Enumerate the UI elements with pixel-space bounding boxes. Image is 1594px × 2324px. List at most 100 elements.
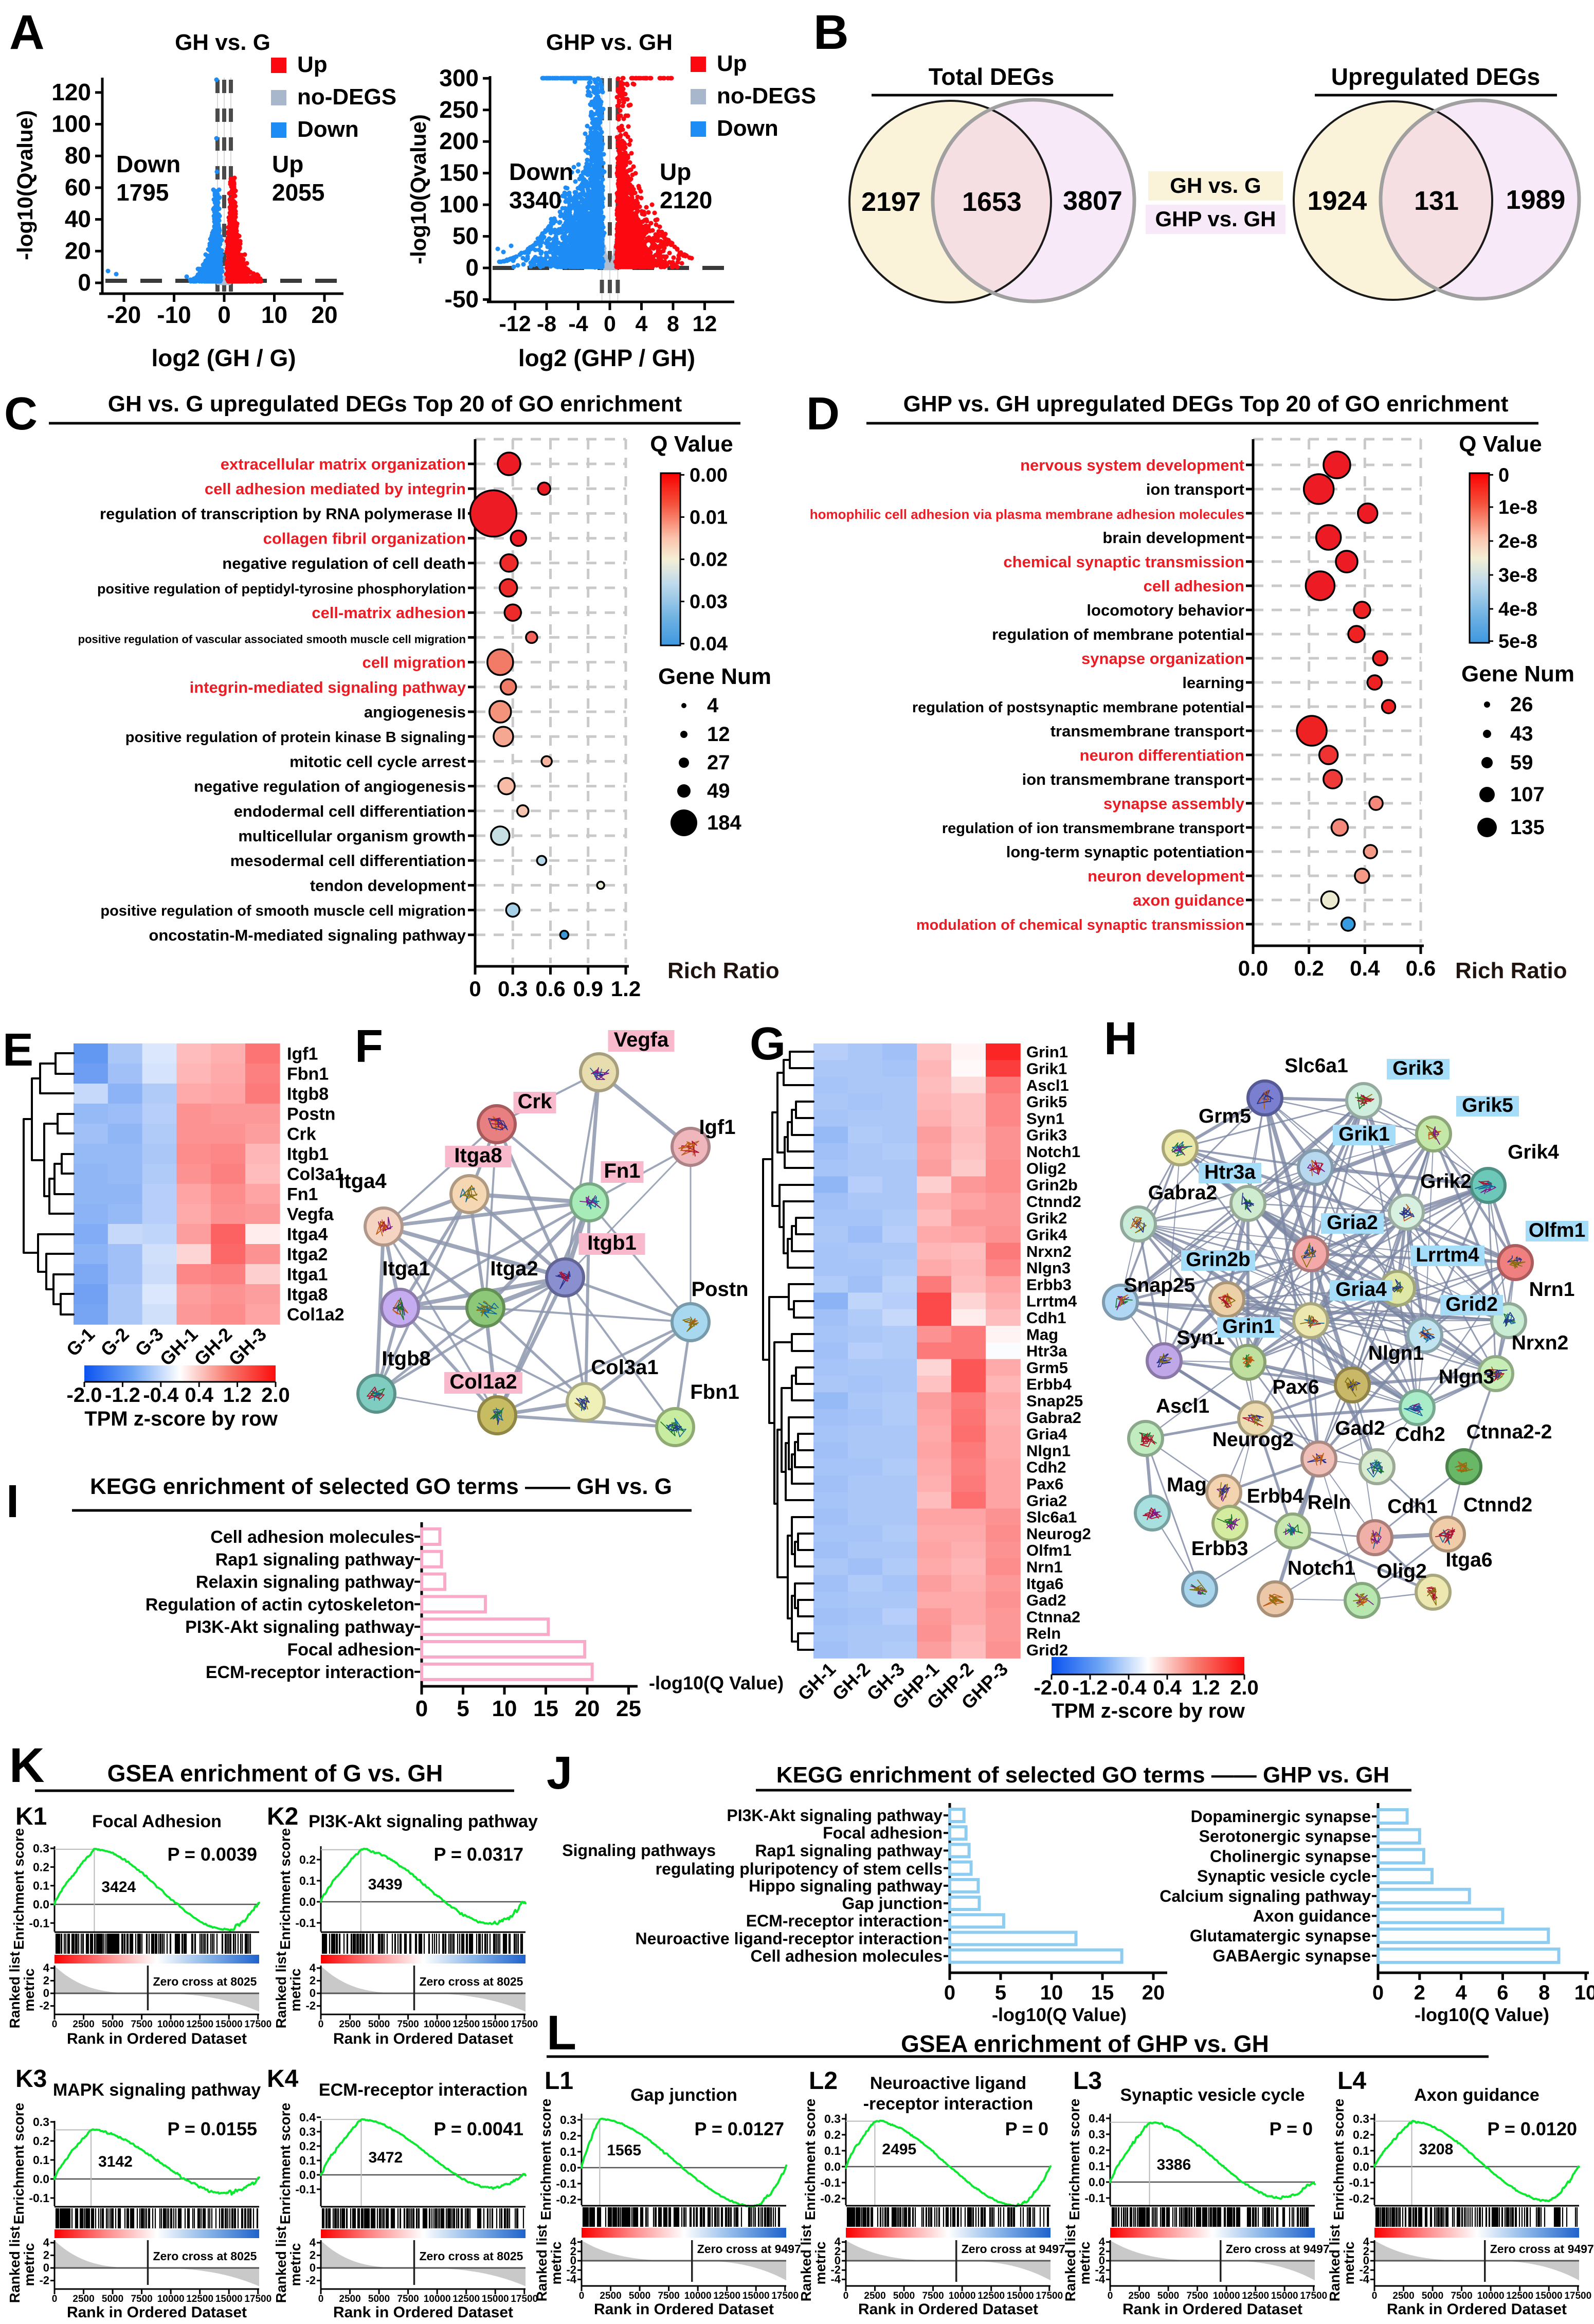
svg-text:Grik5: Grik5 xyxy=(1462,1094,1513,1116)
svg-text:Gad2: Gad2 xyxy=(1335,1417,1385,1439)
svg-text:Slc6a1: Slc6a1 xyxy=(1284,1055,1348,1077)
svg-text:Focal Adhesion: Focal Adhesion xyxy=(92,1812,222,1831)
svg-text:Ranked list: Ranked list xyxy=(7,1952,23,2028)
svg-text:Lrrtm4: Lrrtm4 xyxy=(1026,1292,1077,1310)
svg-text:Grik3: Grik3 xyxy=(1392,1057,1444,1079)
svg-text:Ctnnd2: Ctnnd2 xyxy=(1026,1193,1081,1211)
svg-text:Vegfa: Vegfa xyxy=(614,1029,669,1051)
svg-text:mitotic cell cycle arrest: mitotic cell cycle arrest xyxy=(289,752,466,770)
svg-text:Erbb4: Erbb4 xyxy=(1026,1375,1072,1393)
svg-text:0: 0 xyxy=(43,2261,49,2274)
svg-text:300: 300 xyxy=(439,64,479,91)
svg-text:60: 60 xyxy=(65,174,91,201)
svg-text:0: 0 xyxy=(465,254,479,281)
svg-text:8: 8 xyxy=(667,312,679,336)
svg-text:2: 2 xyxy=(570,2245,576,2258)
svg-text:P = 0: P = 0 xyxy=(1005,2118,1048,2139)
svg-text:log2 (GHP / GH): log2 (GHP / GH) xyxy=(518,345,695,371)
svg-text:0.3: 0.3 xyxy=(560,2113,576,2127)
svg-text:0.6: 0.6 xyxy=(535,977,565,1001)
svg-text:Enrichment score: Enrichment score xyxy=(277,1828,293,1950)
svg-text:positive regulation of protein: positive regulation of protein kinase B … xyxy=(125,729,466,746)
svg-text:0: 0 xyxy=(310,1987,316,1999)
svg-text:metric: metric xyxy=(287,1968,303,2011)
svg-text:GH vs. G: GH vs. G xyxy=(1170,173,1261,197)
svg-text:ECM-receptor interaction: ECM-receptor interaction xyxy=(319,2080,528,2100)
svg-text:GH vs. G upregulated DEGs Top: GH vs. G upregulated DEGs Top 20 of GO e… xyxy=(108,391,682,417)
svg-text:0: 0 xyxy=(43,1987,49,1999)
svg-text:regulation of postsynaptic mem: regulation of postsynaptic membrane pote… xyxy=(912,699,1244,716)
svg-text:Erbb3: Erbb3 xyxy=(1191,1538,1248,1560)
svg-text:-4: -4 xyxy=(568,312,588,336)
svg-text:0.4: 0.4 xyxy=(1089,2112,1105,2125)
svg-text:Gabra2: Gabra2 xyxy=(1026,1409,1081,1427)
svg-text:multicellular organism growth: multicellular organism growth xyxy=(238,827,466,845)
svg-text:20: 20 xyxy=(65,237,91,264)
svg-text:GHP vs. GH: GHP vs. GH xyxy=(546,30,673,55)
svg-text:L2: L2 xyxy=(809,2067,838,2095)
svg-text:5000: 5000 xyxy=(102,2294,123,2304)
svg-text:Up: Up xyxy=(660,158,691,185)
svg-text:synapse assembly: synapse assembly xyxy=(1103,795,1245,813)
svg-text:angiogenesis: angiogenesis xyxy=(364,703,466,721)
svg-text:Rank in Ordered Dataset: Rank in Ordered Dataset xyxy=(594,2301,774,2318)
svg-text:PI3K-Akt signaling pathway: PI3K-Akt signaling pathway xyxy=(727,1806,943,1825)
svg-text:1e-8: 1e-8 xyxy=(1498,497,1537,518)
svg-text:Itga6: Itga6 xyxy=(1445,1549,1492,1571)
svg-text:-receptor interaction: -receptor interaction xyxy=(863,2094,1034,2114)
svg-text:-0.1: -0.1 xyxy=(1084,2191,1105,2205)
svg-text:12500: 12500 xyxy=(186,2294,213,2304)
svg-text:Itga2: Itga2 xyxy=(490,1257,538,1280)
svg-text:0.4: 0.4 xyxy=(1350,956,1380,980)
svg-text:3208: 3208 xyxy=(1419,2141,1454,2158)
svg-text:regulation of membrane potenti: regulation of membrane potential xyxy=(992,625,1244,643)
svg-text:2500: 2500 xyxy=(1128,2291,1150,2301)
svg-text:endodermal cell differentiatio: endodermal cell differentiation xyxy=(234,802,466,820)
svg-text:Itga4: Itga4 xyxy=(338,1170,387,1193)
svg-text:-0.1: -0.1 xyxy=(1349,2176,1369,2189)
svg-text:7500: 7500 xyxy=(1451,2291,1472,2301)
svg-text:homophilic cell adhesion via p: homophilic cell adhesion via plasma memb… xyxy=(810,507,1244,522)
svg-text:12500: 12500 xyxy=(186,2019,213,2030)
svg-text:Ranked list: Ranked list xyxy=(7,2226,23,2303)
svg-text:Col1a2: Col1a2 xyxy=(287,1305,345,1325)
svg-text:5e-8: 5e-8 xyxy=(1498,631,1537,653)
svg-text:0: 0 xyxy=(1108,2291,1113,2301)
svg-text:0: 0 xyxy=(579,2291,585,2301)
svg-text:49: 49 xyxy=(707,780,730,802)
svg-text:Rap1 signaling pathway: Rap1 signaling pathway xyxy=(215,1550,414,1570)
svg-text:0: 0 xyxy=(843,2291,849,2301)
svg-text:mesodermal cell differentiatio: mesodermal cell differentiation xyxy=(230,852,466,870)
svg-text:1795: 1795 xyxy=(116,179,169,206)
svg-text:2120: 2120 xyxy=(660,187,712,213)
svg-text:0.0: 0.0 xyxy=(299,1895,316,1908)
svg-text:17500: 17500 xyxy=(244,2294,271,2304)
svg-text:positive regulation of vascula: positive regulation of vascular associat… xyxy=(78,633,466,645)
svg-text:I: I xyxy=(6,1476,19,1527)
svg-text:10000: 10000 xyxy=(157,2019,185,2030)
svg-text:-2: -2 xyxy=(39,2274,49,2287)
svg-text:metric: metric xyxy=(1341,2241,1357,2284)
svg-text:Rank in Ordered Dataset: Rank in Ordered Dataset xyxy=(1122,2301,1302,2318)
svg-text:Pax6: Pax6 xyxy=(1026,1475,1063,1493)
svg-text:0.3: 0.3 xyxy=(498,977,528,1001)
svg-text:2: 2 xyxy=(310,1974,316,1987)
svg-text:ion transmembrane transport: ion transmembrane transport xyxy=(1022,770,1244,788)
svg-text:2500: 2500 xyxy=(1392,2291,1414,2301)
svg-text:Neurog2: Neurog2 xyxy=(1212,1429,1294,1451)
svg-text:Rank in Ordered Dataset: Rank in Ordered Dataset xyxy=(333,2304,513,2321)
svg-text:1989: 1989 xyxy=(1506,185,1566,215)
svg-text:negative regulation of cell de: negative regulation of cell death xyxy=(222,554,466,572)
svg-text:Enrichment score: Enrichment score xyxy=(11,1828,27,1950)
svg-text:Down: Down xyxy=(717,116,778,141)
svg-text:Cdh1: Cdh1 xyxy=(1387,1496,1438,1518)
svg-text:40: 40 xyxy=(65,206,91,232)
svg-text:Gria2: Gria2 xyxy=(1026,1491,1067,1509)
svg-text:C: C xyxy=(4,388,38,440)
svg-text:Serotonergic synapse: Serotonergic synapse xyxy=(1199,1827,1371,1846)
svg-text:-0.1: -0.1 xyxy=(295,1916,316,1930)
svg-text:0: 0 xyxy=(1099,2254,1105,2267)
svg-text:4: 4 xyxy=(707,694,719,717)
svg-text:20: 20 xyxy=(1142,1981,1165,2004)
svg-text:17500: 17500 xyxy=(244,2019,271,2030)
